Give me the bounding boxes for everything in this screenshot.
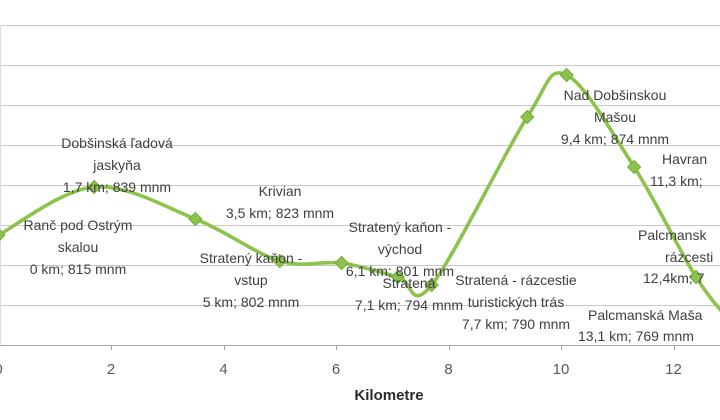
x-axis-tick-label: 12 <box>665 361 682 378</box>
x-axis-line <box>0 345 720 346</box>
horizontal-gridline <box>0 25 720 26</box>
data-point-label-truncated: Palcmansk <box>638 227 707 243</box>
data-point-label-truncated: 13,1 km; 769 mnm <box>578 328 694 344</box>
x-axis-tick-mark <box>111 346 112 350</box>
data-point-marker <box>520 109 535 125</box>
data-point-label: Nad Dobšinskou Mašou 9,4 km; 874 mnm <box>560 87 670 147</box>
x-axis-tick-label: 8 <box>444 361 453 378</box>
data-point-label-truncated: Palcmanská Maša <box>588 307 703 323</box>
data-point-label: Stratená - rázcestie turistických trás 7,7… <box>455 272 577 332</box>
data-point-label: Stratená 7,1 km; 794 mnm <box>354 275 464 313</box>
data-point-marker <box>188 211 203 227</box>
x-axis-tick-label: 10 <box>552 361 570 378</box>
data-point-label-truncated: Havran <box>662 151 708 167</box>
x-axis-tick-label: 2 <box>106 361 116 378</box>
plot-area-left-border <box>0 25 1 345</box>
data-point-marker <box>626 159 642 175</box>
x-axis-title: Kilometre <box>354 387 424 404</box>
data-point-label: Krivian 3,5 km; 823 mnm <box>225 183 335 221</box>
data-point-label: Stratený kaňon - vstup 5 km; 802 mnm <box>199 250 303 310</box>
data-point-label: Ranč pod Ostrým skalou 0 km; 815 mnm <box>23 217 133 277</box>
data-point-label-truncated: 12,4km; 7 <box>643 270 705 286</box>
x-axis-tick-mark <box>336 346 337 350</box>
x-axis-tick-mark <box>561 346 562 350</box>
x-axis-tick-mark <box>223 346 225 350</box>
data-point-label-truncated: 11,3 km; <box>650 173 703 189</box>
data-point-label: Stratený kaňon - východ 6,1 km; 801 mnm <box>345 219 455 279</box>
x-axis-tick-label: 6 <box>331 361 341 378</box>
x-axis-tick-mark <box>448 346 450 350</box>
x-axis-tick-label: 0 <box>0 361 3 378</box>
data-point-marker <box>559 67 574 83</box>
x-axis-tick-label: 4 <box>219 361 228 378</box>
horizontal-gridline <box>0 65 720 66</box>
data-point-label-truncated: rázcesti <box>665 249 714 265</box>
x-axis-tick-mark <box>673 346 675 350</box>
data-point-label: Dobšinská ľadová jaskyňa 1,7 km; 839 mnm <box>61 135 173 195</box>
